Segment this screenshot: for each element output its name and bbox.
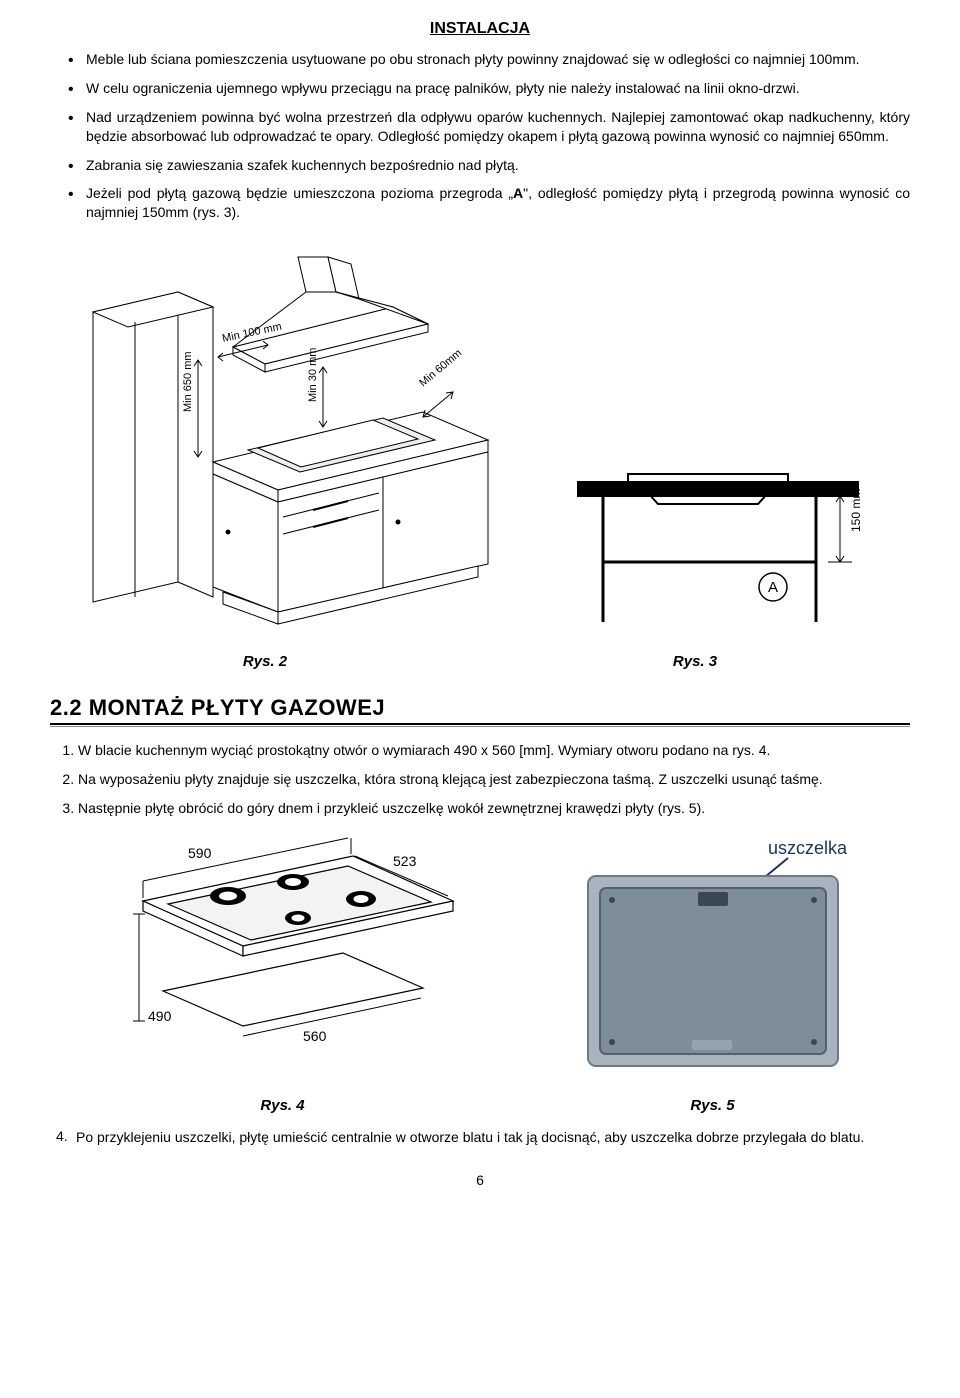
dim-label: Min 30 mm	[307, 348, 319, 402]
dim-label: 560	[303, 1028, 327, 1044]
num-item: W blacie kuchennym wyciąć prostokątny ot…	[78, 741, 910, 760]
figure-4-caption: Rys. 4	[93, 1097, 473, 1114]
section-header-2-2: 2.2 MONTAŻ PŁYTY GAZOWEJ	[50, 695, 910, 721]
page-number: 6	[50, 1172, 910, 1188]
num-item: Na wyposażeniu płyty znajduje się uszcze…	[78, 770, 910, 789]
bullet-item: Nad urządzeniem powinna być wolna przest…	[68, 108, 910, 146]
dim-label: 590	[188, 845, 212, 861]
figure-2-caption: Rys. 2	[243, 653, 287, 670]
figure-5: uszczelka Rys. 5	[558, 836, 868, 1114]
bullet-item: Meble lub ściana pomieszczenia usytuowan…	[68, 50, 910, 69]
num-item: Następnie płytę obrócić do góry dnem i p…	[78, 799, 910, 818]
dim-label: 150 mm	[849, 489, 863, 532]
gasket-label: uszczelka	[768, 838, 848, 858]
para-4-num: 4.	[50, 1128, 76, 1147]
dim-label: Min 650 mm	[182, 352, 194, 413]
page-title: INSTALACJA	[50, 20, 910, 38]
numbered-list: W blacie kuchennym wyciąć prostokątny ot…	[50, 741, 910, 818]
bullet-list: Meble lub ściana pomieszczenia usytuowan…	[50, 50, 910, 222]
dim-label: 523	[393, 853, 417, 869]
bullet-item: Zabrania się zawieszania szafek kuchenny…	[68, 156, 910, 175]
bullet-item: W celu ograniczenia ujemnego wpływu prze…	[68, 79, 910, 98]
figure-2: Min 650 mm Min 100 mm Min 30 mm Min 60mm	[83, 252, 503, 635]
dim-label: 490	[148, 1008, 172, 1024]
section-rule	[50, 723, 910, 727]
figure-3: A 150 mm	[568, 452, 878, 635]
bold-a: A	[513, 185, 523, 201]
bullet-item: Jeżeli pod płytą gazową będzie umieszczo…	[68, 184, 910, 222]
para-4: 4. Po przyklejeniu uszczelki, płytę umie…	[50, 1128, 910, 1147]
para-4-text: Po przyklejeniu uszczelki, płytę umieści…	[76, 1128, 910, 1147]
dim-label: Min 60mm	[417, 347, 464, 389]
label-a: A	[767, 579, 777, 596]
figure-4: 590 523 490 560 Rys. 4	[93, 836, 473, 1114]
figure-3-caption: Rys. 3	[673, 653, 717, 670]
figure-5-caption: Rys. 5	[558, 1097, 868, 1114]
